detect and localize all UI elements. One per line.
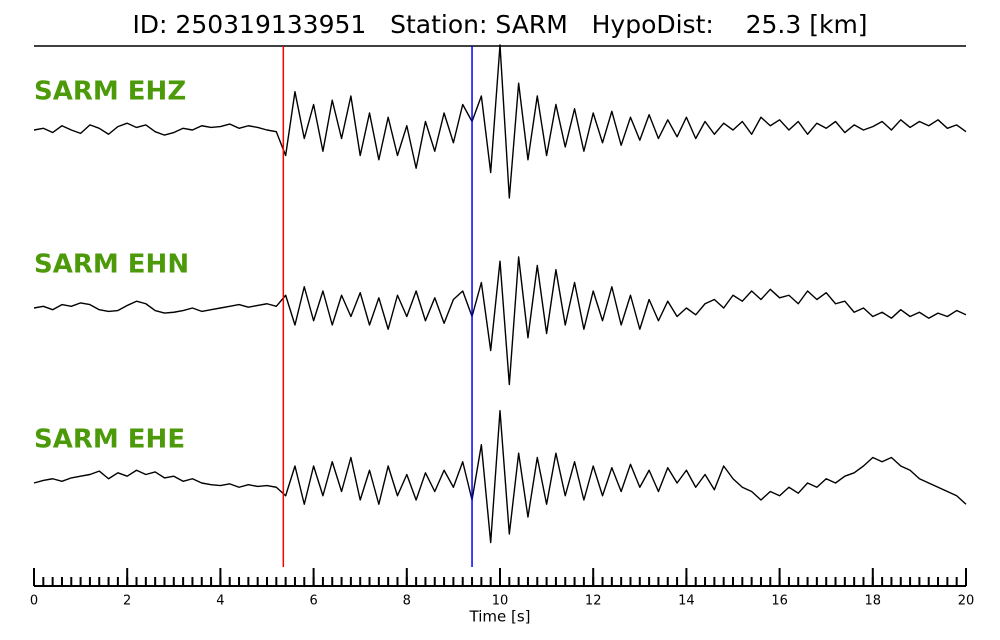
x-tick-label: 0 bbox=[30, 594, 38, 609]
x-tick-label: 2 bbox=[123, 594, 131, 609]
trace-label: SARM EHE bbox=[34, 425, 185, 455]
chart-title: ID: 250319133951 Station: SARM HypoDist:… bbox=[132, 10, 867, 39]
waveform bbox=[33, 256, 967, 386]
trace-label: SARM EHN bbox=[34, 250, 189, 280]
x-tick-label: 18 bbox=[865, 594, 882, 609]
x-tick-label: 20 bbox=[958, 594, 975, 609]
x-tick-label: 12 bbox=[585, 594, 602, 609]
waveform bbox=[33, 44, 967, 199]
x-tick-label: 4 bbox=[216, 594, 224, 609]
trace-label: SARM EHZ bbox=[34, 77, 186, 107]
x-tick-label: 10 bbox=[492, 594, 509, 609]
x-tick-label: 14 bbox=[678, 594, 695, 609]
x-tick-label: 8 bbox=[403, 594, 411, 609]
waveform bbox=[33, 410, 967, 544]
x-tick-label: 6 bbox=[309, 594, 317, 609]
x-tick-label: 16 bbox=[771, 594, 788, 609]
x-axis-label: Time [s] bbox=[469, 608, 531, 626]
